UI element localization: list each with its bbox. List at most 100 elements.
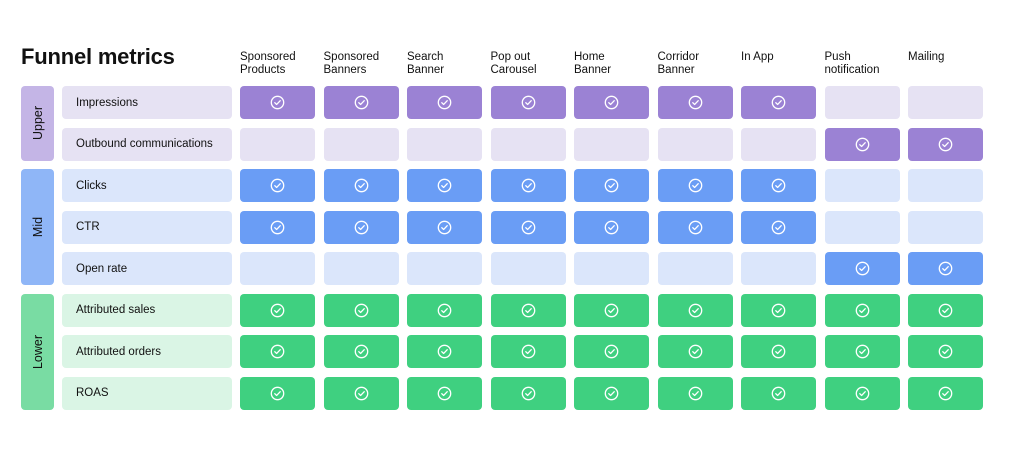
check-circle-icon: [771, 344, 786, 359]
check-circle-icon: [354, 386, 368, 400]
check-circle-icon: [521, 95, 535, 110]
metric-cell-empty: [323, 127, 399, 161]
metric-cell-checked: [574, 210, 649, 244]
metric-cell-checked: [407, 376, 482, 410]
column-header-line: Banner: [574, 64, 612, 76]
column-header: Sponsored Products: [240, 51, 316, 77]
metric-cell-checked: [741, 293, 816, 327]
metric-cell-checked: [240, 86, 315, 119]
metric-cell-empty: [824, 169, 900, 202]
metric-cell-empty: [824, 86, 900, 119]
metric-cell-checked: [407, 86, 482, 119]
check-circle-icon: [437, 95, 452, 110]
metric-cell-checked: [240, 335, 315, 368]
check-circle-icon: [688, 303, 702, 317]
metric-cell-checked: [240, 293, 315, 327]
column-header-line: Banner: [407, 64, 445, 76]
metric-cell-checked: [323, 210, 399, 244]
column-header: Corridor Banner: [658, 51, 734, 77]
metric-cell-empty: [657, 127, 733, 161]
metric-cell-empty: [407, 252, 482, 285]
page-title: Funnel metrics: [21, 44, 175, 69]
check-circle-icon: [437, 178, 452, 193]
metric-cell-checked: [574, 169, 649, 202]
check-circle-icon: [521, 344, 535, 359]
metric-cell-empty: [908, 210, 983, 244]
metric-cell-checked: [323, 169, 399, 202]
check-circle-icon: [688, 386, 702, 400]
check-circle-icon: [771, 220, 786, 234]
metric-cell-empty: [741, 252, 816, 285]
check-circle-icon: [521, 386, 535, 400]
check-circle-icon: [604, 303, 619, 317]
metric-cell-empty: [657, 252, 733, 285]
check-circle-icon: [771, 303, 786, 317]
metric-cell-checked: [657, 86, 733, 119]
metric-cell-checked: [490, 86, 566, 119]
metric-cell-empty: [490, 252, 566, 285]
metric-cell-checked: [824, 252, 900, 285]
column-header-line: Pop out: [490, 51, 531, 63]
check-circle-icon: [270, 220, 285, 234]
check-circle-icon: [604, 386, 619, 400]
column-header-line: Home: [574, 51, 605, 63]
metric-cell-checked: [657, 169, 733, 202]
column-header-line: Push: [824, 51, 851, 63]
check-circle-icon: [270, 95, 285, 110]
column-header-line: Products: [240, 64, 286, 76]
check-circle-icon: [604, 344, 619, 359]
check-circle-icon: [354, 178, 368, 193]
check-circle-icon: [521, 303, 535, 317]
metric-cell-checked: [741, 335, 816, 368]
stage-label: Upper: [30, 106, 45, 141]
column-header-line: In App: [741, 51, 774, 63]
metric-cell-checked: [574, 335, 649, 368]
check-circle-icon: [270, 386, 285, 400]
metric-cell-empty: [741, 127, 816, 161]
metric-cell-checked: [490, 335, 566, 368]
check-circle-icon: [688, 344, 702, 359]
check-circle-icon: [604, 220, 619, 234]
metric-cell-checked: [240, 169, 315, 202]
column-header-line: Corridor: [657, 51, 700, 63]
column-header-line: Sponsored: [240, 51, 296, 63]
metric-cell-checked: [908, 293, 983, 327]
column-header-line: Carousel: [490, 64, 537, 76]
metric-cell-checked: [824, 293, 900, 327]
metric-cell-checked: [490, 376, 566, 410]
metric-cell-checked: [741, 376, 816, 410]
metric-cell-empty: [908, 169, 983, 202]
metric-cell-checked: [574, 376, 649, 410]
check-circle-icon: [270, 303, 285, 317]
metric-cell-checked: [407, 335, 482, 368]
metric-cell-checked: [574, 293, 649, 327]
column-header-line: Banner: [657, 64, 695, 76]
column-header-line: Sponsored: [323, 51, 380, 63]
stage-mid: Mid: [21, 169, 54, 285]
column-header: Pop out Carousel: [491, 51, 567, 77]
check-circle-icon: [855, 303, 869, 317]
check-circle-icon: [855, 261, 869, 276]
metric-cell-checked: [574, 86, 649, 119]
column-header: Sponsored Banners: [324, 51, 400, 77]
stage-label: Lower: [30, 334, 45, 369]
metric-cell-empty: [490, 127, 566, 161]
metric-label: Attributed sales: [62, 293, 232, 327]
check-circle-icon: [604, 178, 619, 193]
column-header: Home Banner: [574, 51, 650, 77]
check-circle-icon: [855, 137, 869, 151]
check-circle-icon: [771, 178, 786, 193]
metric-cell-empty: [407, 127, 482, 161]
check-circle-icon: [688, 95, 702, 110]
column-header-line: Mailing: [908, 51, 945, 63]
metric-cell-checked: [323, 86, 399, 119]
metric-label: Attributed orders: [62, 335, 232, 368]
metric-cell-checked: [323, 376, 399, 410]
stage-upper: Upper: [21, 86, 54, 161]
check-circle-icon: [938, 303, 953, 317]
check-circle-icon: [688, 178, 702, 193]
metric-cell-checked: [741, 210, 816, 244]
check-circle-icon: [771, 95, 786, 110]
metric-cell-checked: [741, 169, 816, 202]
column-header: In App: [741, 51, 817, 64]
